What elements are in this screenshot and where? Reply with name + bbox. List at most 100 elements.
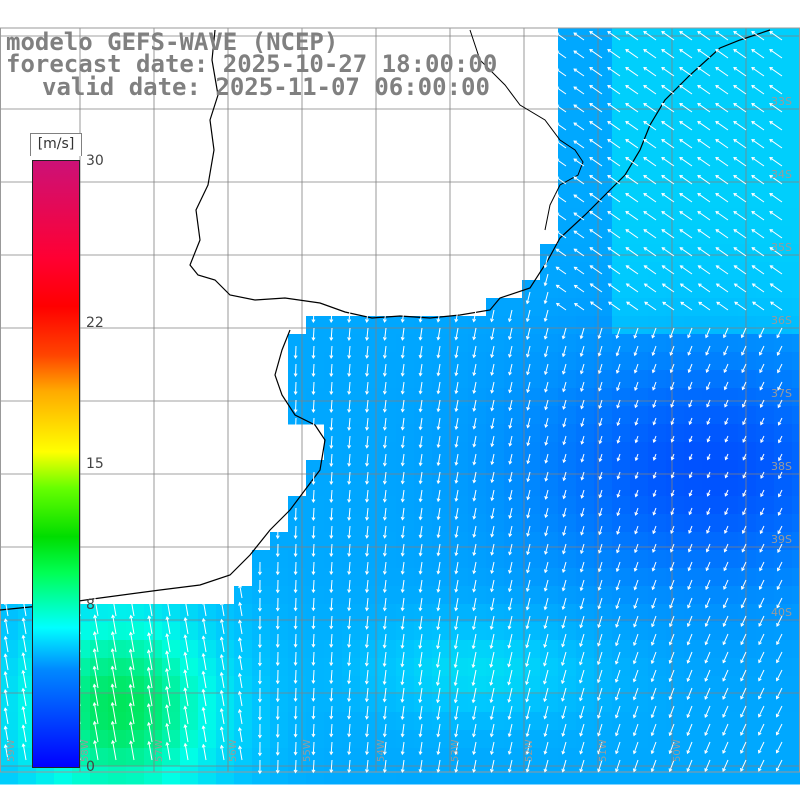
wind-arrow (312, 507, 315, 521)
speed-cell (540, 550, 559, 569)
wind-arrow-head (769, 265, 774, 269)
wind-arrow-head (625, 138, 629, 143)
speed-cell (504, 730, 523, 749)
speed-cell (756, 244, 775, 263)
speed-cell (594, 244, 613, 263)
wind-arrow-head (634, 404, 639, 409)
wind-arrow (526, 759, 531, 772)
wind-arrow-head (3, 671, 8, 675)
wind-arrow-head (615, 642, 619, 647)
speed-cell (594, 496, 613, 515)
speed-cell (558, 316, 577, 335)
wind-arrow-head (544, 424, 549, 429)
speed-cell (360, 622, 379, 641)
wind-arrow-head (329, 499, 334, 503)
speed-cell (558, 586, 577, 605)
speed-cell (216, 766, 235, 785)
speed-cell (702, 406, 721, 425)
speed-cell (774, 622, 793, 641)
wind-arrow (509, 543, 513, 555)
wind-arrow (129, 721, 135, 743)
wind-arrow (473, 309, 477, 322)
speed-cell (522, 424, 541, 443)
wind-arrow-head (777, 511, 782, 516)
wind-arrow (366, 417, 369, 430)
wind-arrow-head (697, 30, 701, 35)
speed-cell (324, 496, 343, 515)
speed-cell (630, 244, 649, 263)
speed-cell (666, 208, 685, 227)
wind-arrow-head (418, 733, 423, 738)
wind-arrow (22, 635, 27, 653)
wind-arrow (419, 597, 423, 611)
wind-arrow-head (686, 641, 691, 646)
wind-arrow-head (706, 492, 711, 497)
wind-arrow-head (741, 351, 745, 356)
speed-cell (630, 568, 649, 587)
wind-arrow (111, 648, 117, 671)
wind-arrow-head (21, 617, 26, 622)
wind-arrow (472, 633, 477, 649)
speed-cell (90, 694, 109, 713)
wind-arrow-head (679, 211, 684, 215)
wind-arrow-head (733, 229, 738, 233)
speed-cell (594, 298, 613, 317)
speed-cell (774, 550, 793, 569)
wind-arrow-head (543, 569, 548, 574)
wind-arrow (579, 669, 585, 683)
wind-arrow-head (311, 715, 316, 720)
speed-cell (666, 496, 685, 515)
wind-arrow-head (471, 682, 476, 687)
wind-arrow (419, 669, 423, 685)
speed-cell (594, 316, 613, 335)
wind-arrow (561, 669, 567, 684)
speed-cell (540, 586, 559, 605)
wind-arrow (366, 579, 369, 593)
wind-arrow (671, 489, 675, 497)
wind-arrow-head (21, 743, 26, 748)
wind-arrow (724, 525, 729, 534)
speed-cell (702, 586, 721, 605)
wind-arrow-head (598, 458, 603, 463)
wind-arrow-head (418, 751, 423, 756)
speed-cell (504, 352, 523, 371)
speed-cell (270, 730, 289, 749)
speed-cell (522, 640, 541, 659)
wind-arrow (22, 743, 27, 761)
wind-arrow-head (561, 353, 566, 358)
wind-arrow (383, 651, 387, 667)
wind-arrow (419, 507, 423, 520)
speed-cell (432, 676, 451, 695)
wind-arrow (751, 121, 765, 131)
wind-arrow-head (93, 739, 97, 744)
speed-cell (720, 424, 739, 443)
speed-cell (738, 82, 757, 101)
wind-arrow (330, 759, 333, 773)
wind-arrow-head (555, 158, 560, 163)
wind-arrow (589, 85, 603, 95)
speed-cell (720, 172, 739, 191)
wind-arrow-head (347, 409, 352, 413)
speed-cell (504, 676, 523, 695)
speed-cell (738, 352, 757, 371)
wind-arrow-head (526, 478, 531, 483)
wind-arrow (661, 139, 675, 149)
speed-cell (648, 442, 667, 461)
wind-arrow (740, 687, 747, 700)
wind-arrow (651, 741, 657, 754)
wind-arrow (4, 744, 9, 761)
wind-arrow-head (418, 570, 423, 575)
wind-arrow-head (661, 120, 665, 125)
speed-cell (738, 208, 757, 227)
speed-cell (594, 262, 613, 281)
wind-arrow-head (679, 175, 683, 179)
wind-arrow-head (293, 355, 298, 360)
wind-arrow (616, 327, 621, 339)
speed-cell (468, 370, 487, 389)
wind-arrow (401, 489, 405, 502)
wind-arrow (617, 507, 621, 516)
speed-cell (792, 694, 800, 713)
wind-arrow-head (329, 698, 334, 702)
wind-arrow (455, 723, 459, 737)
wind-arrow-head (769, 102, 773, 107)
